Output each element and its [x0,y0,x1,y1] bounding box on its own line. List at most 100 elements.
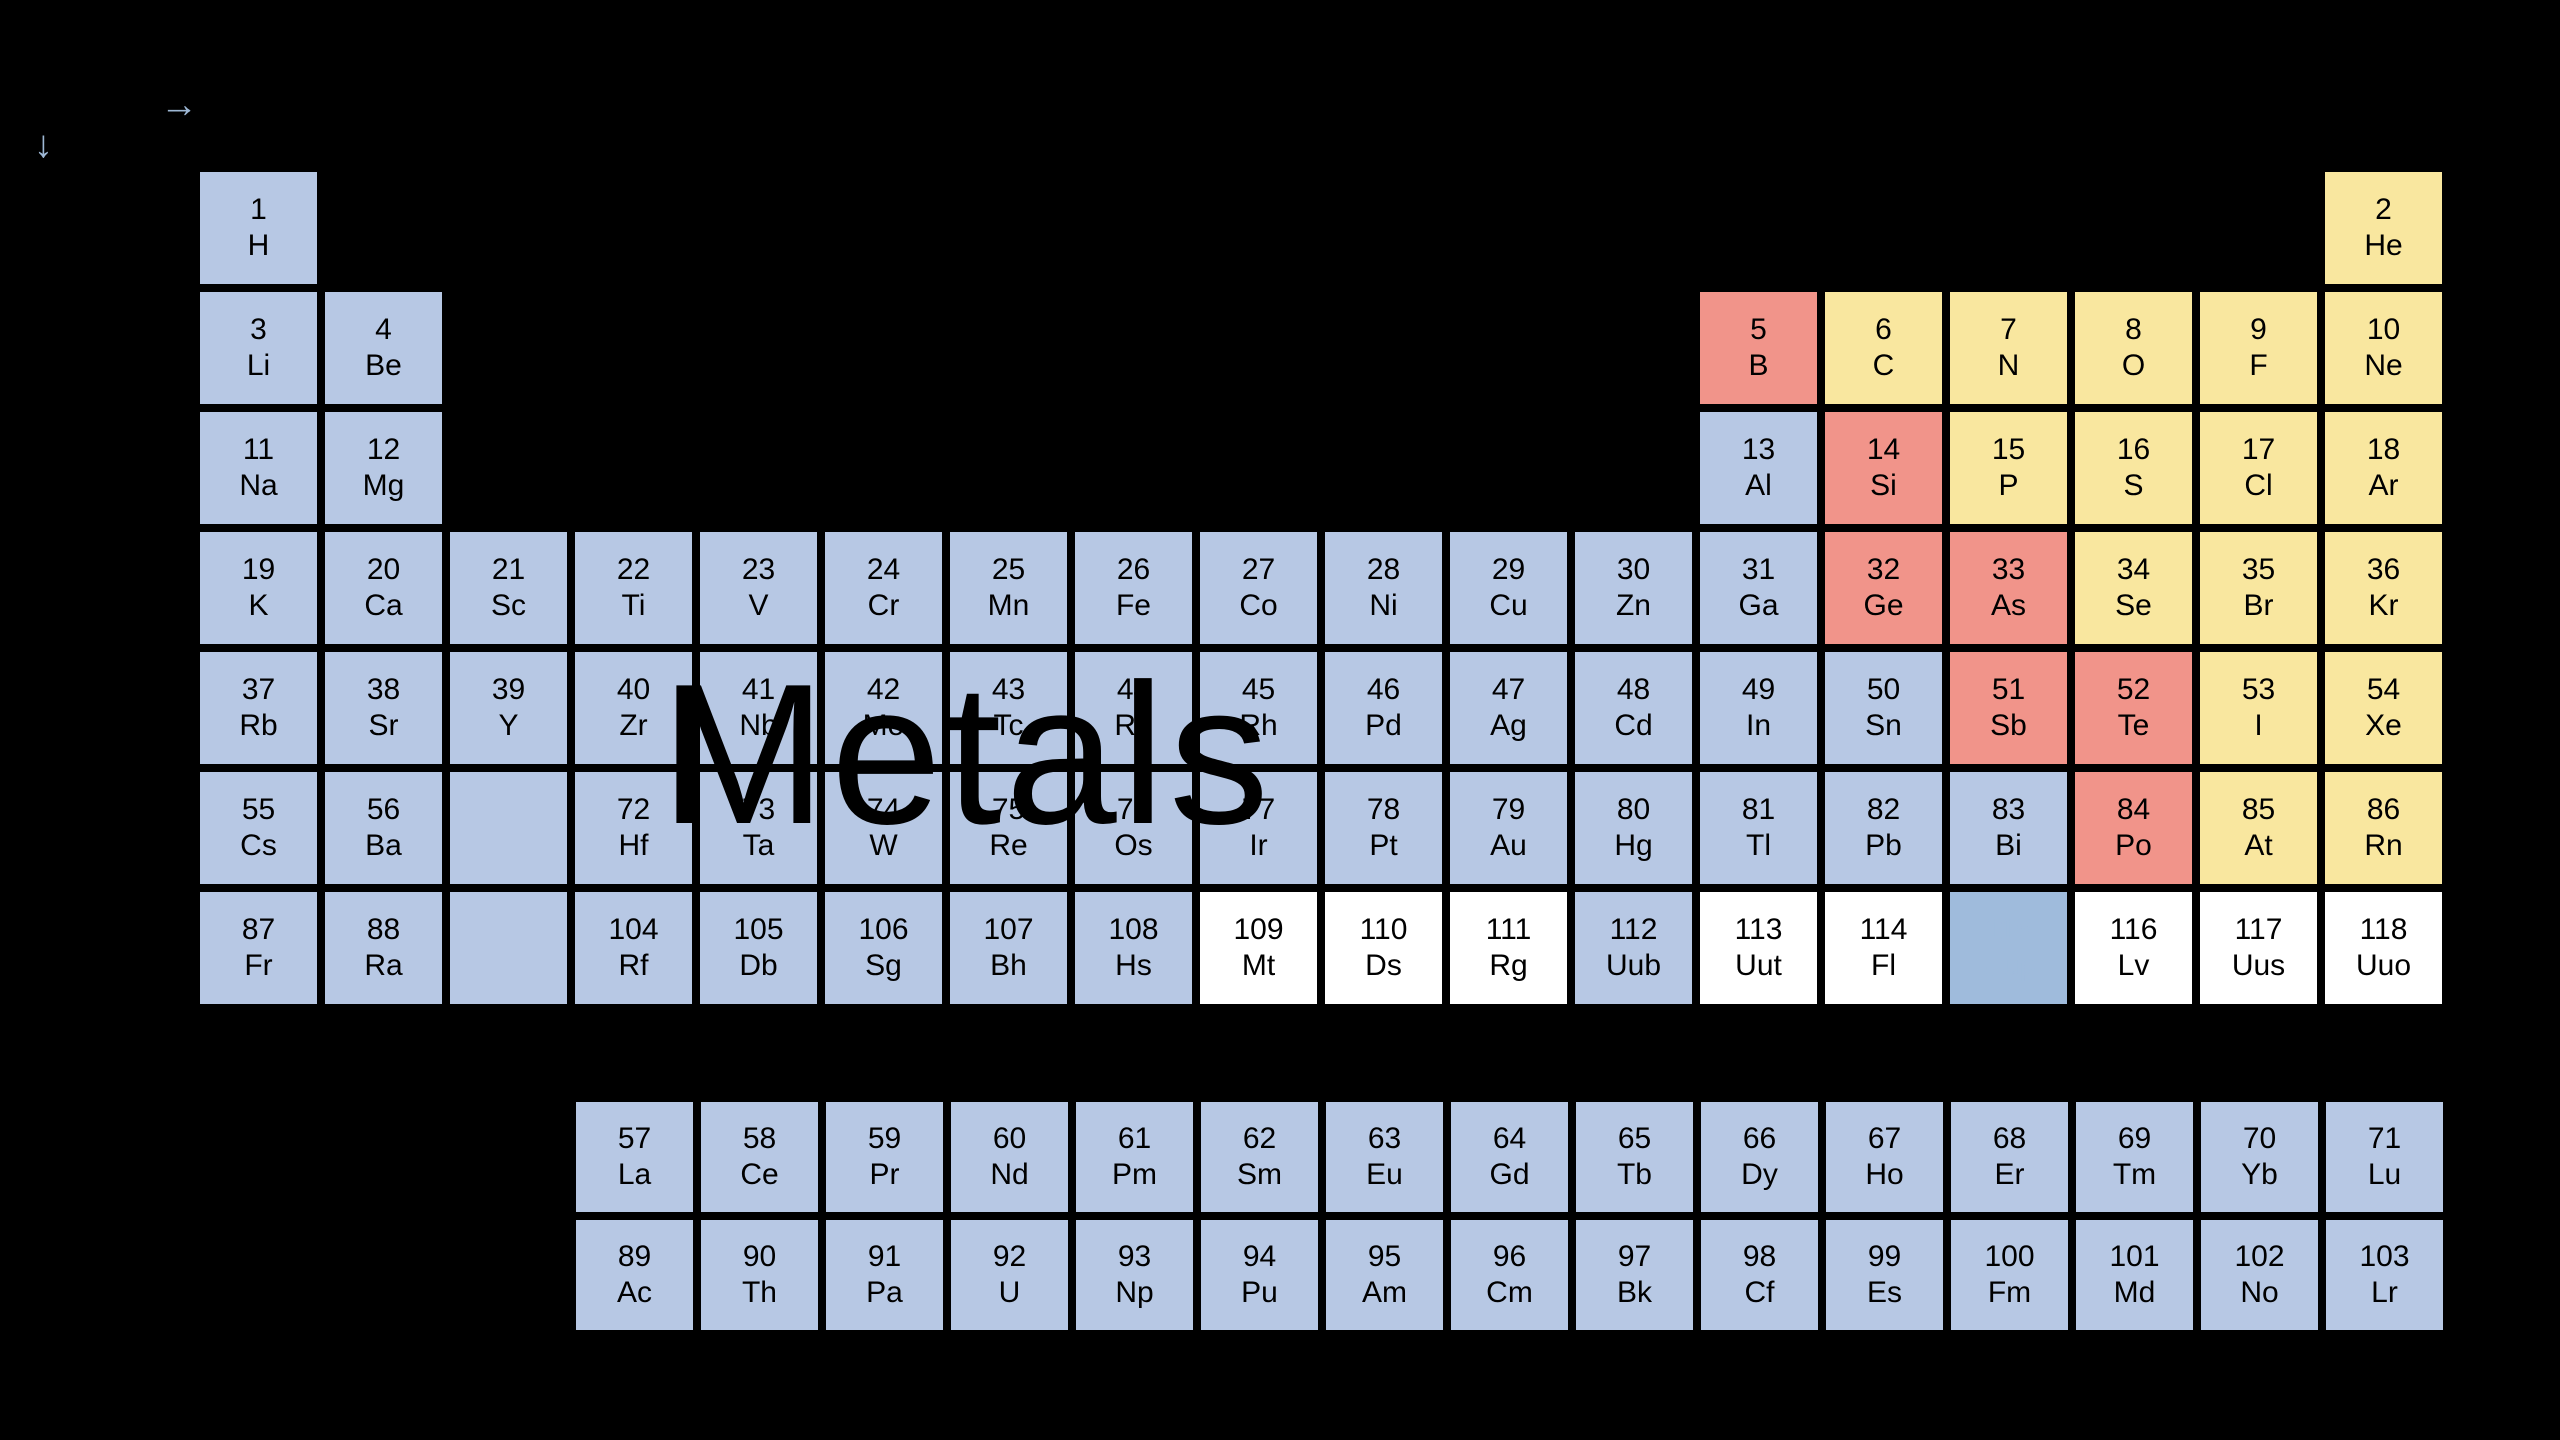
element-symbol: C [1873,348,1895,384]
atomic-number: 15 [1992,432,2025,468]
atomic-number: 113 [1735,912,1783,948]
element-cell-Bk: 97Bk [1572,1216,1697,1334]
atomic-number: 55 [242,792,275,828]
element-cell-Be: 4Be [321,288,446,408]
atomic-number: 64 [1493,1121,1526,1157]
element-cell-Eu: 63Eu [1322,1098,1447,1216]
element-cell-Tc: 43Tc [946,648,1071,768]
element-symbol: Re [989,828,1027,864]
element-symbol: Hg [1614,828,1652,864]
element-symbol: As [1991,588,2026,624]
element-symbol: Lr [2371,1275,2398,1311]
atomic-number: 66 [1743,1121,1776,1157]
element-symbol: Hs [1115,948,1152,984]
element-symbol: Uus [2232,948,2285,984]
atomic-number: 60 [993,1121,1026,1157]
element-cell-Yb: 70Yb [2197,1098,2322,1216]
element-cell-Fl: 114Fl [1821,888,1946,1008]
element-cell-Nd: 60Nd [947,1098,1072,1216]
atomic-number: 34 [2117,552,2150,588]
element-symbol: Md [2114,1275,2156,1311]
element-cell-Gd: 64Gd [1447,1098,1572,1216]
atomic-number: 91 [868,1239,901,1275]
element-cell-In: 49In [1696,648,1821,768]
atomic-number: 11 [243,432,274,468]
element-symbol: Po [2115,828,2152,864]
atomic-number: 28 [1367,552,1400,588]
element-symbol: Sr [369,708,399,744]
element-cell-Cm: 96Cm [1447,1216,1572,1334]
element-cell-Sc: 21Sc [446,528,571,648]
element-cell-Hg: 80Hg [1571,768,1696,888]
atomic-number: 76 [1117,792,1150,828]
atomic-number: 87 [242,912,275,948]
element-symbol: Co [1239,588,1277,624]
element-cell-Sr: 38Sr [321,648,446,768]
element-cell-Te: 52Te [2071,648,2196,768]
element-symbol: Rf [619,948,649,984]
element-cell-Hf: 72Hf [571,768,696,888]
atomic-number: 61 [1118,1121,1151,1157]
element-cell-Np: 93Np [1072,1216,1197,1334]
atomic-number: 67 [1868,1121,1901,1157]
element-cell-Pm: 61Pm [1072,1098,1197,1216]
element-symbol: Sg [865,948,902,984]
atomic-number: 39 [492,672,525,708]
atomic-number: 41 [742,672,775,708]
element-cell-Ag: 47Ag [1446,648,1571,768]
element-cell-Ar: 18Ar [2321,408,2446,528]
element-cell-Cr: 24Cr [821,528,946,648]
element-symbol: Rb [239,708,277,744]
element-cell-Sb: 51Sb [1946,648,2071,768]
atomic-number: 37 [242,672,275,708]
element-symbol: Rn [2364,828,2402,864]
element-cell-Nb: 41Nb [696,648,821,768]
atomic-number: 18 [2367,432,2400,468]
element-cell-Zr: 40Zr [571,648,696,768]
element-symbol: Np [1115,1275,1153,1311]
element-symbol: Tc [994,708,1024,744]
element-cell-Rb: 37Rb [196,648,321,768]
element-symbol: Tb [1617,1157,1652,1193]
element-cell-Uub: 112Uub [1571,888,1696,1008]
atomic-number: 84 [2117,792,2150,828]
atomic-number: 56 [367,792,400,828]
atomic-number: 62 [1243,1121,1276,1157]
atomic-number: 86 [2367,792,2400,828]
atomic-number: 49 [1742,672,1775,708]
element-cell-Ce: 58Ce [697,1098,822,1216]
atomic-number: 19 [242,552,275,588]
element-symbol: Ag [1490,708,1527,744]
element-cell-Dy: 66Dy [1697,1098,1822,1216]
element-symbol: Dy [1741,1157,1778,1193]
element-cell-Fr: 87Fr [196,888,321,1008]
element-symbol: Zr [619,708,647,744]
element-symbol: Lu [2368,1157,2401,1193]
element-cell-Se: 34Se [2071,528,2196,648]
element-cell-Ra: 88Ra [321,888,446,1008]
atomic-number: 1 [250,192,267,228]
atomic-number: 88 [367,912,400,948]
atomic-number: 5 [1750,312,1767,348]
element-cell-P: 15P [1946,408,2071,528]
atomic-number: 72 [617,792,650,828]
atomic-number: 99 [1868,1239,1901,1275]
element-cell-Uup: 115Uup [1946,888,2071,1008]
element-cell-U: 92U [947,1216,1072,1334]
element-cell-Ru: 44Ru [1071,648,1196,768]
atomic-number: 75 [992,792,1025,828]
element-cell-Db: 105Db [696,888,821,1008]
atomic-number: 115 [1985,912,2033,948]
element-cell-Co: 27Co [1196,528,1321,648]
atomic-number: 59 [868,1121,901,1157]
atomic-number: 27 [1242,552,1275,588]
element-symbol: Ge [1863,588,1903,624]
element-symbol: Gd [1489,1157,1529,1193]
element-symbol: Y [498,708,518,744]
atomic-number: 68 [1993,1121,2026,1157]
atomic-number: 89 [618,1239,651,1275]
atomic-number: 83 [1992,792,2025,828]
atomic-number: 92 [993,1239,1026,1275]
element-symbol: Si [1870,468,1897,504]
element-symbol: W [869,828,897,864]
